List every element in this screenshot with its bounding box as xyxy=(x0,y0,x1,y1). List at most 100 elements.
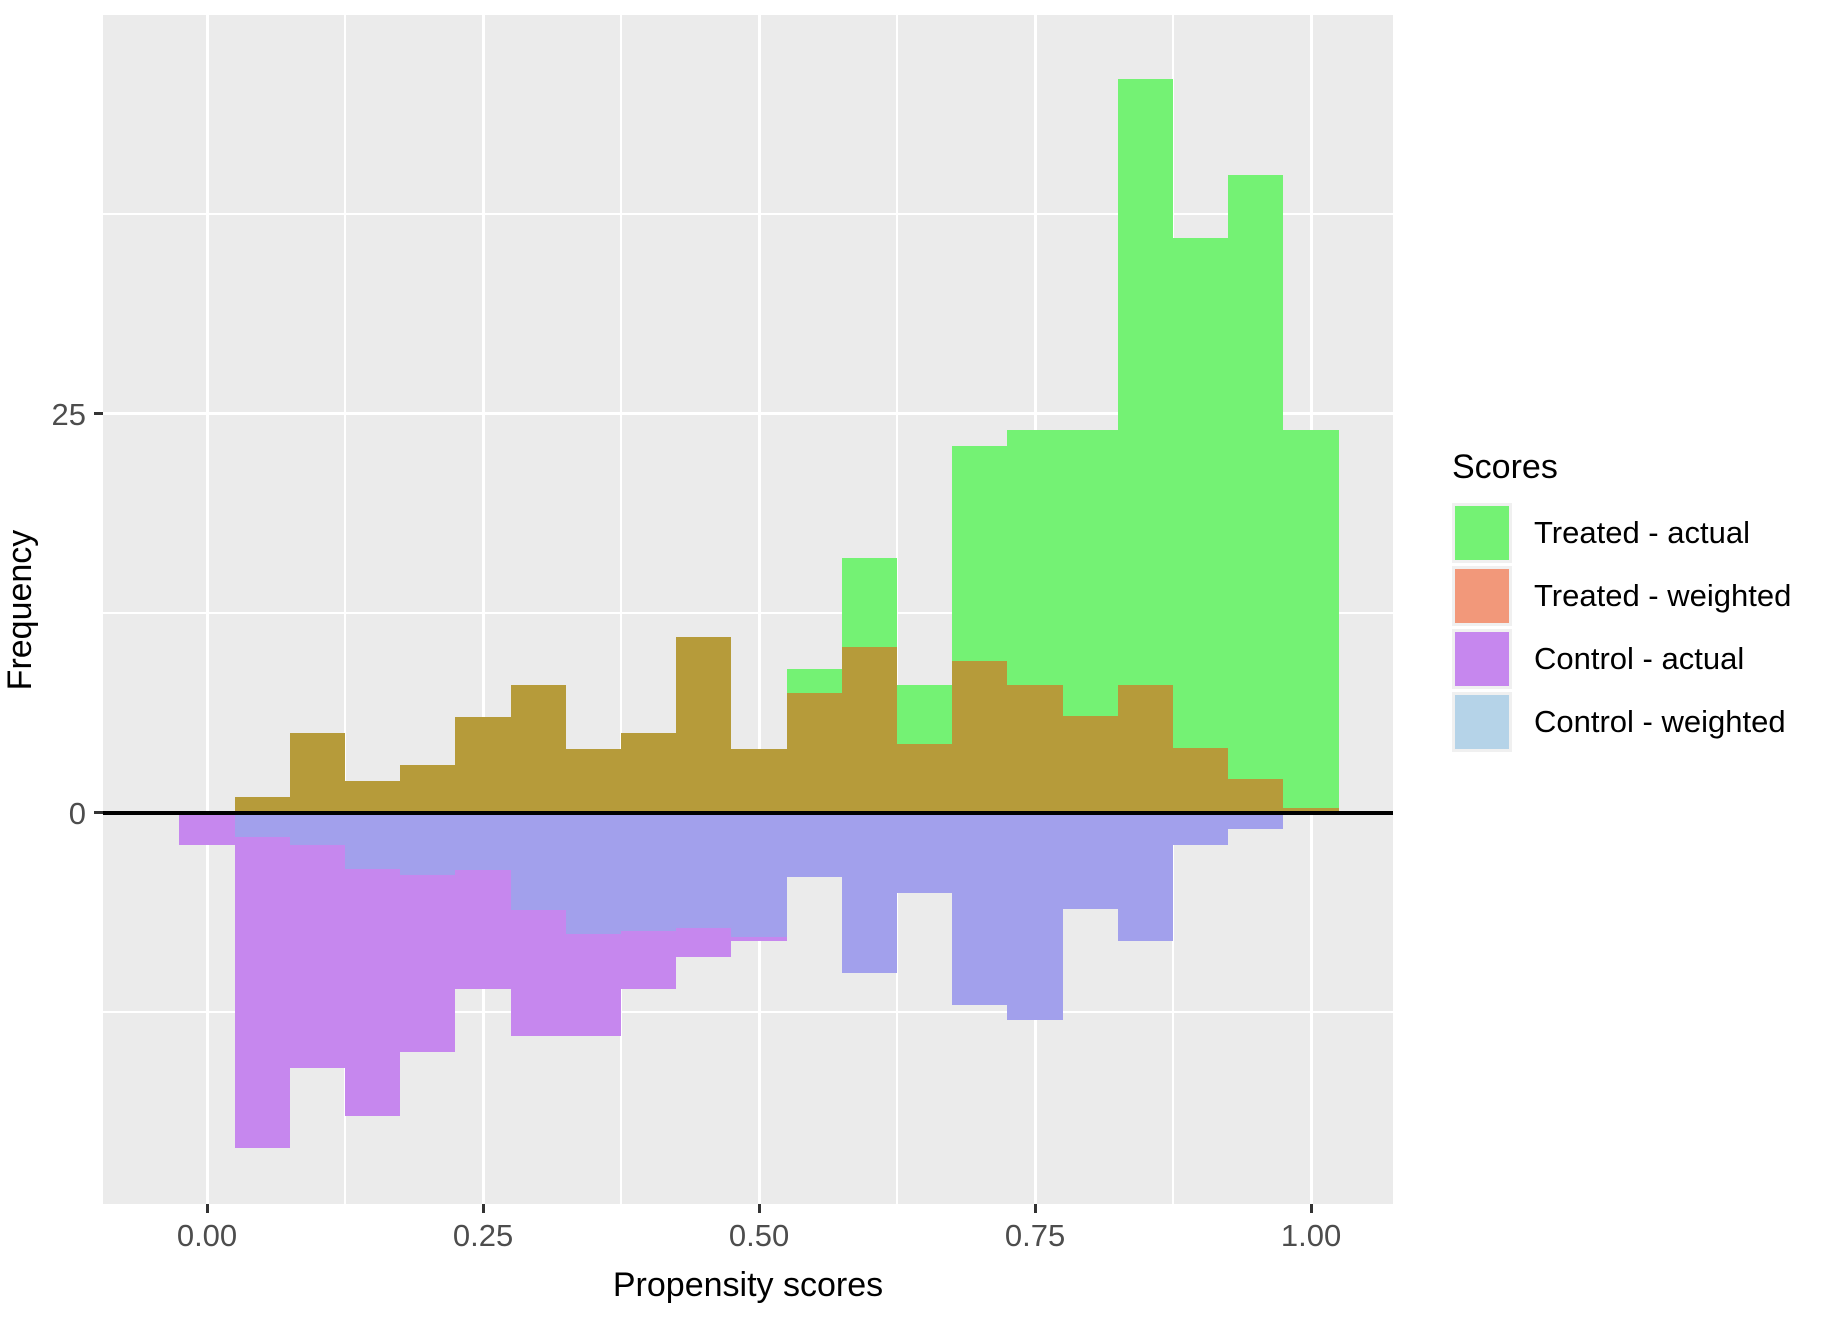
bar-treated-overlap xyxy=(676,637,732,813)
bar-control-overlap xyxy=(841,812,898,973)
bar-control-overlap xyxy=(1173,812,1229,845)
gridline-x-minor xyxy=(620,15,623,1204)
bar-treated-overlap xyxy=(345,781,401,813)
bar-control-actual xyxy=(565,934,622,1037)
legend-label: Control - actual xyxy=(1534,641,1745,676)
x-tick-label: 0.75 xyxy=(1004,1218,1066,1253)
bar-control-actual xyxy=(179,812,235,845)
bar-control-overlap xyxy=(952,812,1008,1005)
bar-treated-overlap xyxy=(952,661,1008,813)
bar-control-overlap xyxy=(1007,812,1063,1021)
x-tick-label: 0.50 xyxy=(728,1218,790,1253)
bar-control-actual xyxy=(289,844,345,1069)
legend-item: Treated - weighted xyxy=(1452,566,1791,626)
bar-control-overlap xyxy=(786,812,842,877)
bar-control-actual xyxy=(510,910,566,1037)
legend-label: Treated - actual xyxy=(1534,515,1750,550)
gridline-x-major xyxy=(481,15,485,1204)
bar-treated-actual xyxy=(952,445,1008,662)
bar-treated-overlap xyxy=(289,733,345,813)
legend-title: Scores xyxy=(1452,448,1558,486)
bar-control-overlap xyxy=(731,812,787,938)
bar-control-actual xyxy=(455,870,511,989)
x-tick-mark xyxy=(481,1204,485,1213)
legend-item: Treated - actual xyxy=(1452,503,1791,563)
x-tick-mark xyxy=(1309,1204,1313,1213)
bar-control-overlap xyxy=(1062,812,1118,909)
bar-treated-actual xyxy=(841,557,898,647)
bar-control-actual xyxy=(731,937,787,941)
bar-treated-overlap xyxy=(1283,808,1339,813)
gridline-y-minor xyxy=(103,213,1393,216)
x-tick-mark xyxy=(205,1204,209,1213)
legend-label: Treated - weighted xyxy=(1534,578,1792,613)
legend-item: Control - actual xyxy=(1452,629,1791,689)
x-tick-mark xyxy=(757,1204,761,1213)
bar-control-actual xyxy=(621,931,677,989)
y-tick-mark xyxy=(94,412,103,416)
bar-control-actual xyxy=(234,836,290,1149)
x-axis-title: Propensity scores xyxy=(612,1266,884,1304)
bar-treated-overlap xyxy=(897,744,953,813)
bar-treated-actual xyxy=(786,669,842,694)
y-axis-title: Frequency xyxy=(1,529,39,690)
gridline-x-major xyxy=(757,15,761,1204)
bar-control-actual xyxy=(676,927,732,957)
gridline-y-minor xyxy=(103,1011,1393,1014)
legend-item: Control - weighted xyxy=(1452,692,1791,752)
bar-treated-overlap xyxy=(1117,685,1174,813)
plot-panel xyxy=(103,15,1393,1204)
gridline-x-major xyxy=(205,15,209,1204)
bar-treated-overlap xyxy=(234,797,290,813)
bar-control-overlap xyxy=(676,812,732,928)
bar-treated-actual xyxy=(1173,238,1229,748)
bar-control-actual xyxy=(345,868,401,1117)
x-tick-label: 0.00 xyxy=(176,1218,238,1253)
bar-treated-overlap xyxy=(786,693,842,813)
bar-treated-actual xyxy=(1283,429,1339,809)
y-tick-mark xyxy=(94,811,103,815)
bar-control-overlap xyxy=(455,812,511,871)
legend-swatch-icon xyxy=(1452,503,1512,563)
bar-control-overlap xyxy=(289,812,345,845)
gridline-x-minor xyxy=(344,15,346,1204)
bar-treated-overlap xyxy=(621,733,677,813)
bar-control-overlap xyxy=(1117,812,1174,941)
x-tick-label: 0.25 xyxy=(452,1218,514,1253)
bar-control-overlap xyxy=(621,812,677,932)
bar-treated-overlap xyxy=(731,749,787,813)
legend-swatch-icon xyxy=(1452,692,1512,752)
bar-treated-overlap xyxy=(1228,779,1284,813)
bar-treated-overlap xyxy=(455,717,511,813)
bar-control-overlap xyxy=(565,812,622,935)
bar-control-overlap xyxy=(400,812,456,876)
gridline-x-minor xyxy=(896,15,899,1204)
gridline-y-major xyxy=(103,412,1393,416)
bar-control-overlap xyxy=(897,812,953,893)
y-tick-label: 25 xyxy=(51,396,86,432)
bar-treated-actual xyxy=(1228,174,1284,780)
legend-swatch-icon xyxy=(1452,629,1512,689)
bar-treated-overlap xyxy=(565,749,622,813)
bar-treated-overlap xyxy=(1007,685,1063,813)
bar-control-overlap xyxy=(345,812,401,869)
y-tick-label: 0 xyxy=(68,795,86,831)
bar-control-actual xyxy=(400,875,456,1053)
x-tick-mark xyxy=(1033,1204,1037,1213)
bar-control-overlap xyxy=(234,812,290,837)
bar-treated-overlap xyxy=(510,685,566,813)
bar-treated-actual xyxy=(1062,429,1118,716)
bar-treated-actual xyxy=(1007,429,1063,686)
bar-treated-overlap xyxy=(400,765,456,813)
zero-baseline xyxy=(103,810,1393,815)
x-tick-label: 1.00 xyxy=(1280,1218,1342,1253)
bar-treated-actual xyxy=(1117,78,1174,686)
legend: Scores Treated - actual Treated - weighte… xyxy=(1452,448,1791,755)
bar-treated-overlap xyxy=(1173,747,1229,813)
legend-swatch-icon xyxy=(1452,566,1512,626)
bar-control-overlap xyxy=(510,812,566,911)
bar-treated-overlap xyxy=(841,647,898,813)
bar-treated-actual xyxy=(897,685,953,745)
bar-treated-overlap xyxy=(1062,715,1118,813)
